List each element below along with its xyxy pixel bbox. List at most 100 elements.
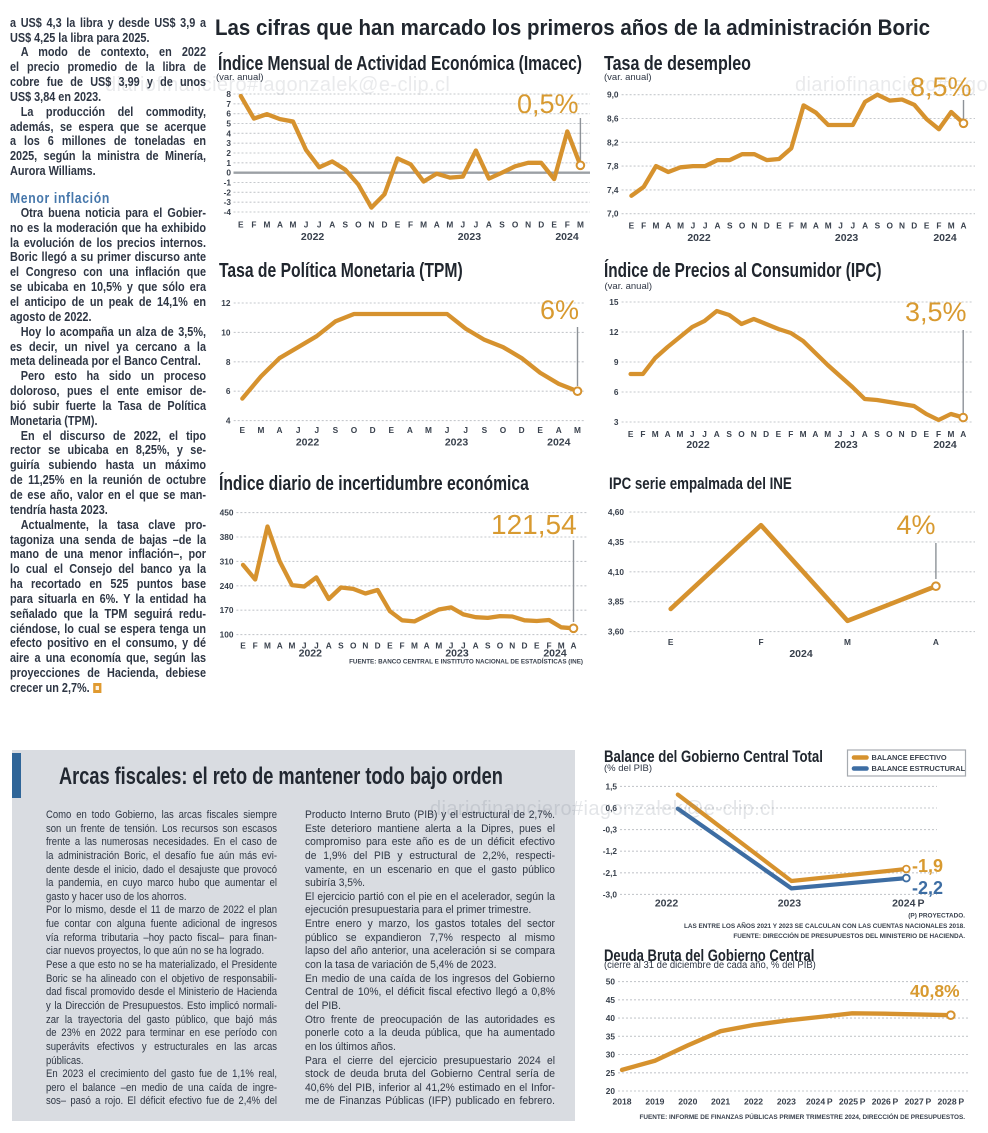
svg-text:J: J	[850, 221, 855, 231]
svg-text:E: E	[668, 637, 674, 647]
svg-text:A: A	[277, 220, 283, 230]
svg-text:D: D	[519, 425, 525, 435]
svg-text:F: F	[936, 221, 941, 231]
svg-text:BALANCE EFECTIVO: BALANCE EFECTIVO	[872, 753, 947, 762]
svg-text:M: M	[290, 220, 297, 230]
svg-text:170: 170	[220, 605, 234, 615]
svg-text:M: M	[558, 641, 565, 651]
svg-text:M: M	[574, 425, 581, 435]
svg-text:4: 4	[226, 128, 231, 138]
svg-text:E: E	[776, 221, 782, 231]
svg-text:1,5: 1,5	[605, 781, 617, 791]
svg-text:2024: 2024	[543, 648, 567, 660]
svg-text:F: F	[251, 220, 256, 230]
svg-text:D: D	[382, 220, 388, 230]
svg-text:N: N	[899, 429, 905, 439]
svg-text:F: F	[788, 429, 793, 439]
svg-text:A: A	[862, 429, 868, 439]
svg-text:2028 P: 2028 P	[938, 1097, 965, 1107]
svg-text:S: S	[499, 220, 505, 230]
svg-text:50: 50	[606, 977, 616, 987]
svg-text:S: S	[875, 221, 881, 231]
svg-text:A: A	[665, 429, 671, 439]
svg-text:M: M	[263, 220, 270, 230]
svg-text:S: S	[338, 641, 344, 651]
svg-text:240: 240	[220, 581, 234, 591]
svg-text:3,85: 3,85	[608, 597, 625, 607]
svg-text:40: 40	[606, 1013, 616, 1023]
svg-text:O: O	[512, 220, 519, 230]
svg-text:8: 8	[226, 357, 231, 367]
svg-text:12: 12	[609, 327, 619, 337]
svg-text:2025 P: 2025 P	[839, 1097, 866, 1107]
svg-text:A: A	[329, 220, 335, 230]
svg-text:2026 P: 2026 P	[872, 1097, 899, 1107]
svg-text:A: A	[812, 429, 818, 439]
svg-text:D: D	[538, 220, 544, 230]
svg-text:J: J	[302, 641, 307, 651]
svg-text:F: F	[565, 220, 570, 230]
svg-text:-1: -1	[224, 178, 232, 188]
svg-text:-0,3: -0,3	[603, 825, 618, 835]
svg-text:20: 20	[606, 1086, 616, 1096]
svg-text:E: E	[551, 220, 557, 230]
svg-text:2023: 2023	[445, 437, 469, 449]
svg-text:O: O	[497, 641, 504, 651]
svg-text:D: D	[370, 425, 376, 435]
svg-text:2022: 2022	[301, 231, 325, 243]
svg-text:3: 3	[614, 417, 619, 427]
svg-text:2024: 2024	[555, 231, 579, 243]
svg-text:-4: -4	[224, 207, 232, 217]
svg-text:2023: 2023	[458, 231, 482, 243]
svg-text:A: A	[277, 641, 283, 651]
svg-text:100: 100	[220, 630, 234, 640]
svg-text:F: F	[758, 637, 763, 647]
svg-text:N: N	[509, 641, 515, 651]
svg-text:A: A	[326, 641, 332, 651]
svg-text:D: D	[911, 221, 917, 231]
svg-text:J: J	[850, 429, 855, 439]
svg-text:O: O	[351, 425, 358, 435]
svg-text:E: E	[537, 425, 543, 435]
svg-text:450: 450	[220, 508, 234, 518]
svg-text:S: S	[343, 220, 349, 230]
svg-text:E: E	[240, 425, 246, 435]
svg-text:D: D	[911, 429, 917, 439]
svg-text:7,0: 7,0	[607, 209, 619, 219]
svg-text:A: A	[556, 425, 562, 435]
svg-text:F: F	[400, 641, 405, 651]
svg-text:J: J	[702, 429, 707, 439]
svg-text:-3: -3	[224, 197, 232, 207]
svg-text:D: D	[375, 641, 381, 651]
svg-text:S: S	[727, 221, 733, 231]
svg-text:25: 25	[606, 1068, 616, 1078]
svg-text:N: N	[368, 220, 374, 230]
svg-text:1: 1	[226, 158, 231, 168]
svg-text:2023: 2023	[835, 232, 859, 244]
svg-text:2023: 2023	[777, 1097, 796, 1107]
svg-text:F: F	[408, 220, 413, 230]
svg-text:4,60: 4,60	[608, 507, 625, 517]
svg-text:A: A	[665, 221, 671, 231]
svg-text:E: E	[534, 641, 540, 651]
svg-text:O: O	[886, 429, 893, 439]
svg-text:E: E	[924, 221, 930, 231]
svg-text:A: A	[961, 221, 967, 231]
svg-text:15: 15	[609, 297, 619, 307]
svg-text:E: E	[395, 220, 401, 230]
svg-text:J: J	[304, 220, 309, 230]
svg-text:O: O	[886, 221, 893, 231]
svg-text:2023: 2023	[778, 898, 802, 910]
svg-text:M: M	[800, 429, 807, 439]
svg-text:12: 12	[221, 298, 231, 308]
svg-text:2022: 2022	[296, 437, 320, 449]
svg-text:A: A	[813, 221, 819, 231]
svg-text:6: 6	[614, 387, 619, 397]
svg-text:7,4: 7,4	[607, 185, 619, 195]
svg-text:J: J	[317, 220, 322, 230]
svg-text:2018: 2018	[612, 1097, 631, 1107]
svg-text:A: A	[434, 220, 440, 230]
svg-text:S: S	[874, 429, 880, 439]
svg-text:-2,1: -2,1	[603, 868, 618, 878]
svg-text:2024: 2024	[933, 232, 957, 244]
